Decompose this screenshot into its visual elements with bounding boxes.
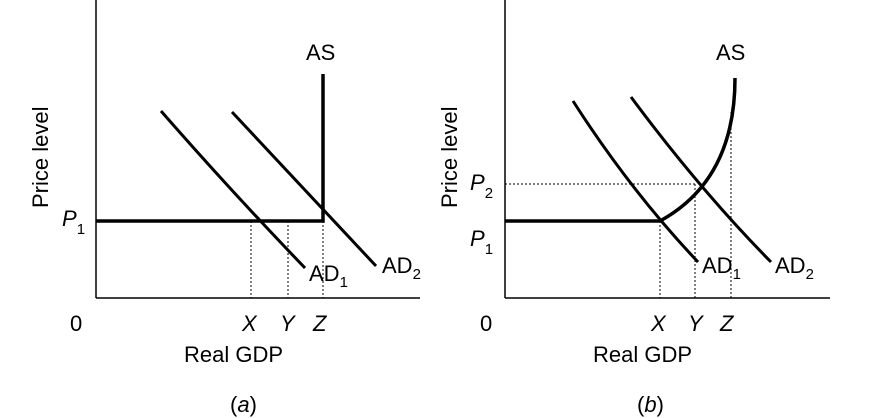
panel-a: AS AD1 AD2 P1 Price level 0 X Y Z Real G… [28, 0, 421, 417]
panel-a-ad1-label: AD1 [309, 261, 348, 291]
panel-b-p1-label: P1 [470, 226, 493, 258]
panel-a-tick-x: X [241, 311, 258, 336]
panel-b-tick-y: Y [688, 311, 704, 336]
panel-b-as-label: AS [716, 40, 745, 65]
panel-a-ad2-label: AD2 [382, 253, 421, 283]
panel-a-y-axis-label: Price level [28, 107, 53, 208]
panel-a-as-curve [96, 74, 325, 223]
panel-a-price-label: P1 [62, 206, 85, 238]
panel-a-ad2-curve [230, 110, 378, 268]
panel-b: AS AD1 AD2 P2 P1 Price level 0 X Y Z Rea… [437, 0, 830, 417]
panel-a-x-axis-label: Real GDP [184, 342, 283, 367]
panel-a-ad1-curve [159, 110, 307, 270]
panel-a-tick-z: Z [312, 311, 328, 336]
panel-a-caption: (a) [230, 392, 257, 417]
panel-b-ad1-label: AD1 [702, 253, 741, 283]
panel-b-tick-x: X [650, 311, 667, 336]
panel-a-tick-y: Y [280, 311, 296, 336]
panel-a-origin: 0 [70, 311, 82, 336]
panel-b-origin: 0 [480, 311, 492, 336]
panel-b-x-axis-label: Real GDP [593, 342, 692, 367]
panel-b-y-axis-label: Price level [437, 107, 462, 208]
panel-b-tick-z: Z [719, 311, 735, 336]
panel-b-ad1-curve [571, 100, 700, 264]
panel-b-ad2-curve [629, 96, 773, 264]
panel-b-p2-label: P2 [470, 170, 493, 202]
panel-a-as-label: AS [306, 40, 335, 65]
panel-b-caption: (b) [637, 392, 664, 417]
panel-b-ad2-label: AD2 [775, 253, 814, 283]
panel-b-as-curve [505, 77, 737, 223]
